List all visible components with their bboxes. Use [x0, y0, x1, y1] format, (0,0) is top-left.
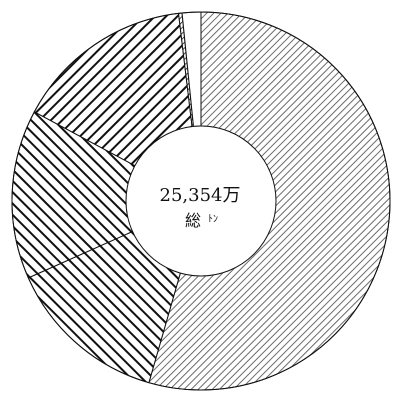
center-total-value: 25,354万 — [160, 185, 241, 206]
donut-outer-outline — [11, 11, 391, 391]
center-total-unit-small: ﾄﾝ — [208, 214, 218, 225]
donut-center-hole — [125, 125, 277, 277]
center-label: 25,354万 総 ﾄﾝ — [160, 185, 241, 230]
center-total-unit: 総 — [185, 211, 201, 230]
